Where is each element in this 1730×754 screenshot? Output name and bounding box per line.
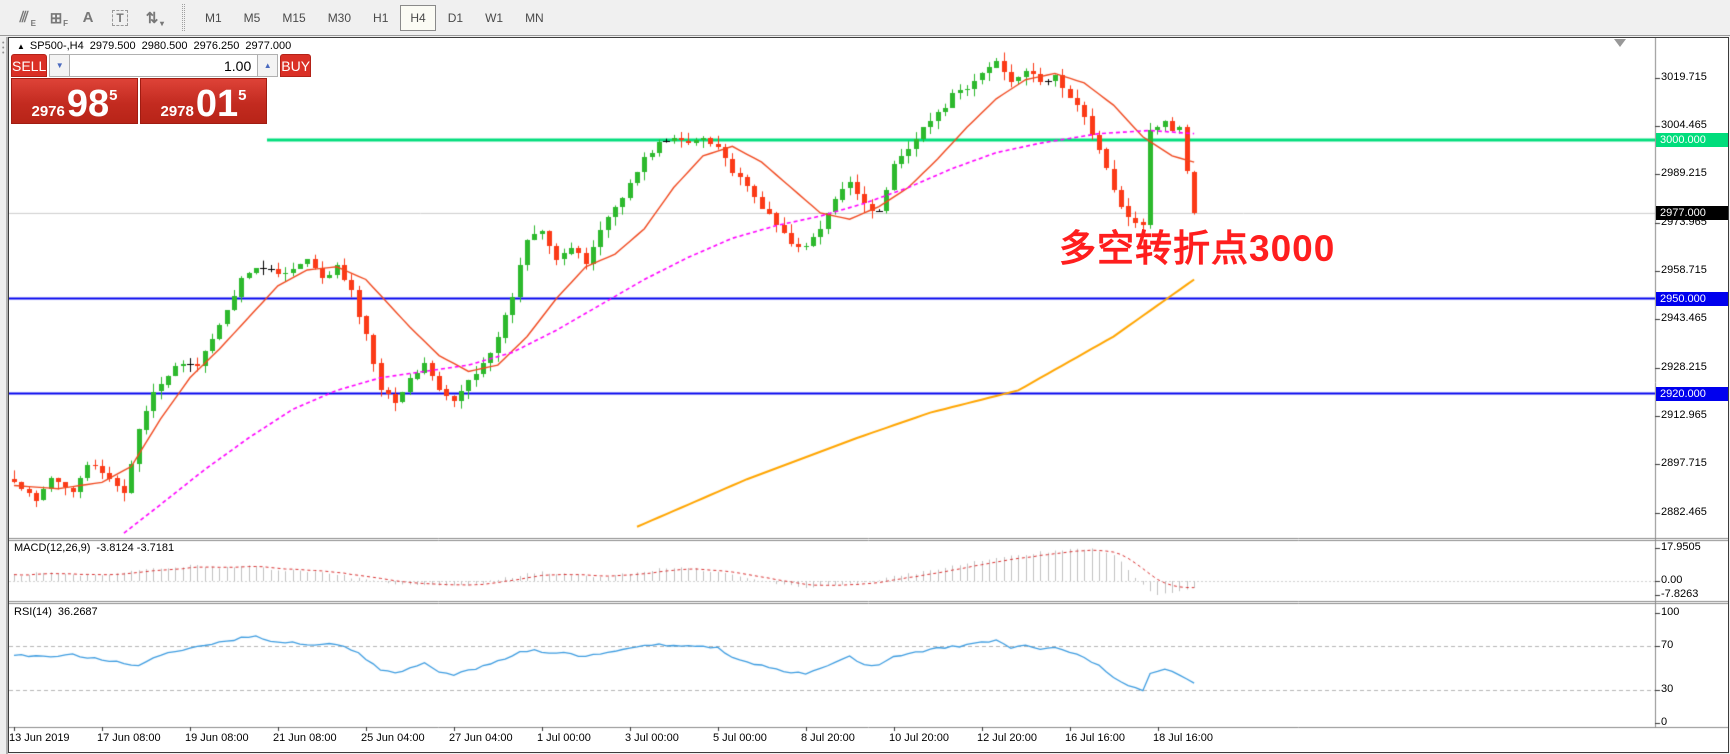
time-tick-label: 27 Jun 04:00	[449, 732, 513, 744]
volume-decrease-icon[interactable]: ▼	[49, 54, 71, 77]
rsi-title: RSI(14)	[14, 606, 52, 618]
ohlc-close: 2977.000	[245, 40, 292, 52]
macd-tick-label: -7.8263	[1661, 588, 1699, 601]
time-tick-label: 10 Jul 20:00	[889, 732, 949, 744]
main-toolbar: ⫻ E ⊞ F A T ⇅ ▾ M1 M5 M15 M30 H1 H4 D1 W1 MN	[0, 0, 1730, 36]
buy-price-prefix: 2978	[160, 102, 194, 120]
collapse-triangle-icon[interactable]: ▲	[17, 42, 25, 51]
ohlc-high: 2980.500	[141, 40, 188, 52]
sell-button[interactable]: SELL	[11, 54, 48, 77]
macd-values: -3.8124 -3.7181	[96, 542, 175, 554]
textbox-icon[interactable]: T	[104, 4, 136, 31]
buy-price-sup: 5	[238, 87, 247, 104]
splitter-handle-icon: • • •	[2, 40, 5, 57]
macd-title: MACD(12,26,9)	[14, 542, 91, 554]
current-price-label: 2977.000	[1656, 205, 1728, 220]
tf-button-W1[interactable]: W1	[475, 5, 513, 31]
rsi-tick-label: 0	[1661, 716, 1668, 728]
rsi-tick-label: 70	[1661, 639, 1674, 651]
buy-price-display[interactable]: 2978 01 5	[140, 78, 267, 124]
arrows-icon[interactable]: ⇅ ▾	[136, 4, 168, 31]
price-tick-label: 3019.715	[1661, 70, 1707, 83]
timeframe-buttons: M1 M5 M15 M30 H1 H4 D1 W1 MN	[195, 4, 554, 31]
sell-price-big: 98	[66, 82, 110, 125]
buy-price-big: 01	[195, 82, 239, 125]
macd-tick-label: 0.00	[1661, 574, 1683, 586]
price-chart-canvas[interactable]	[9, 38, 1728, 752]
sell-price-sup: 5	[109, 87, 118, 104]
tf-button-M1[interactable]: M1	[195, 5, 232, 31]
rsi-tick-label: 100	[1661, 606, 1680, 618]
chart-shift-icon[interactable]	[1614, 39, 1626, 47]
symbol-period: SP500-,H4	[29, 40, 84, 52]
tf-button-H4[interactable]: H4	[400, 4, 436, 31]
tf-button-D1[interactable]: D1	[438, 5, 473, 31]
drawing-tool-buttons: ⫻ E ⊞ F A T ⇅ ▾	[8, 4, 168, 31]
tf-button-H1[interactable]: H1	[363, 5, 398, 31]
symbol-info: ▲ SP500-,H4 2979.500 2980.500 2976.250 2977.0…	[17, 40, 291, 52]
studies-icon[interactable]: ⫻ E	[8, 4, 40, 31]
grid-icon[interactable]: ⊞ F	[40, 4, 72, 31]
level-price-label: 2950.000	[1656, 291, 1728, 306]
sell-price-display[interactable]: 2976 98 5	[11, 78, 138, 124]
volume-increase-icon[interactable]: ▲	[257, 54, 279, 77]
rsi-tick-label: 30	[1661, 683, 1674, 695]
time-tick-label: 12 Jul 20:00	[977, 732, 1037, 744]
time-tick-label: 1 Jul 00:00	[537, 732, 591, 744]
time-tick-label: 8 Jul 20:00	[801, 732, 855, 744]
ohlc-open: 2979.500	[89, 40, 136, 52]
price-tick-label: 2943.465	[1661, 312, 1707, 325]
left-panel-splitter[interactable]: • • •	[0, 37, 8, 754]
price-tick-label: 2912.965	[1661, 408, 1707, 421]
tf-button-M15[interactable]: M15	[272, 5, 315, 31]
time-tick-label: 16 Jul 16:00	[1065, 732, 1125, 744]
time-tick-label: 13 Jun 2019	[9, 732, 70, 744]
price-tick-label: 3004.465	[1661, 118, 1707, 131]
toolbar-separator	[182, 4, 185, 31]
time-tick-label: 21 Jun 08:00	[273, 732, 337, 744]
rsi-values: 36.2687	[57, 606, 98, 618]
price-tick-label: 2989.215	[1661, 167, 1707, 180]
level-price-label: 2920.000	[1656, 386, 1728, 401]
volume-input[interactable]	[70, 54, 258, 77]
ohlc-low: 2976.250	[193, 40, 240, 52]
time-tick-label: 18 Jul 16:00	[1153, 732, 1213, 744]
macd-tick-label: 17.9505	[1661, 540, 1701, 553]
sell-price-prefix: 2976	[31, 102, 65, 120]
tf-button-M5[interactable]: M5	[234, 5, 271, 31]
price-tick-label: 2928.215	[1661, 360, 1707, 373]
tf-button-MN[interactable]: MN	[515, 5, 554, 31]
tf-button-M30[interactable]: M30	[318, 5, 361, 31]
text-icon[interactable]: A	[72, 4, 104, 31]
time-tick-label: 17 Jun 08:00	[97, 732, 161, 744]
volume-stepper: ▼ ▲	[49, 54, 279, 77]
time-tick-label: 5 Jul 00:00	[713, 732, 767, 744]
time-tick-label: 3 Jul 00:00	[625, 732, 679, 744]
price-tick-label: 2897.715	[1661, 457, 1707, 470]
level-price-label: 3000.000	[1656, 133, 1728, 147]
time-tick-label: 19 Jun 08:00	[185, 732, 249, 744]
buy-button[interactable]: BUY	[280, 54, 312, 77]
rsi-label: RSI(14) 36.2687	[14, 606, 98, 618]
price-tick-label: 2958.715	[1661, 263, 1707, 276]
chart-annotation: 多空转折点3000	[1059, 228, 1336, 269]
price-tick-label: 2882.465	[1661, 505, 1707, 518]
time-tick-label: 25 Jun 04:00	[361, 732, 425, 744]
macd-label: MACD(12,26,9) -3.8124 -3.7181	[14, 542, 174, 554]
chart-window: ▲ SP500-,H4 2979.500 2980.500 2976.250 2977.0…	[8, 37, 1729, 753]
